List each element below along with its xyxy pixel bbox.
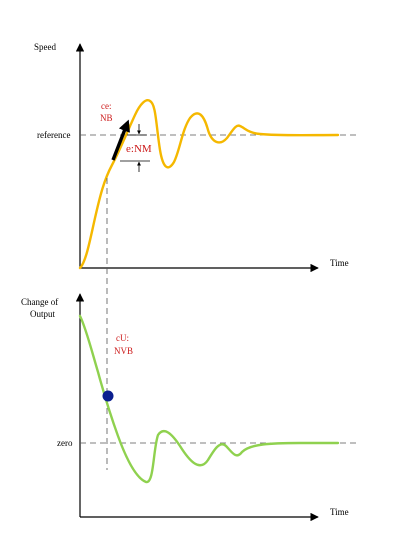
e-annotation: e:NM — [126, 143, 152, 155]
speed-response-curve — [78, 99, 340, 270]
reference-label: reference — [37, 130, 70, 140]
ce-annotation-line2: NB — [100, 113, 113, 123]
operating-point-marker — [102, 390, 114, 402]
change-of-output-label-line2: Output — [30, 309, 56, 319]
change-of-output-label-line1: Change of — [21, 297, 58, 307]
output-change-curve — [78, 314, 340, 484]
zero-label: zero — [57, 438, 73, 448]
cu-annotation-line2: NVB — [114, 346, 133, 356]
top-time-axis-label: Time — [330, 258, 349, 268]
top-plot: Speed Time reference ce: NB e:NM — [34, 42, 358, 470]
ce-annotation-line1: ce: — [101, 101, 112, 111]
ce-gradient-arrow — [111, 119, 130, 161]
speed-axis-label: Speed — [34, 42, 56, 52]
cu-annotation-line1: cU: — [116, 333, 129, 343]
bottom-time-axis-label: Time — [330, 507, 349, 517]
bottom-plot: Change of Output Time zero cU: NVB — [21, 293, 358, 522]
